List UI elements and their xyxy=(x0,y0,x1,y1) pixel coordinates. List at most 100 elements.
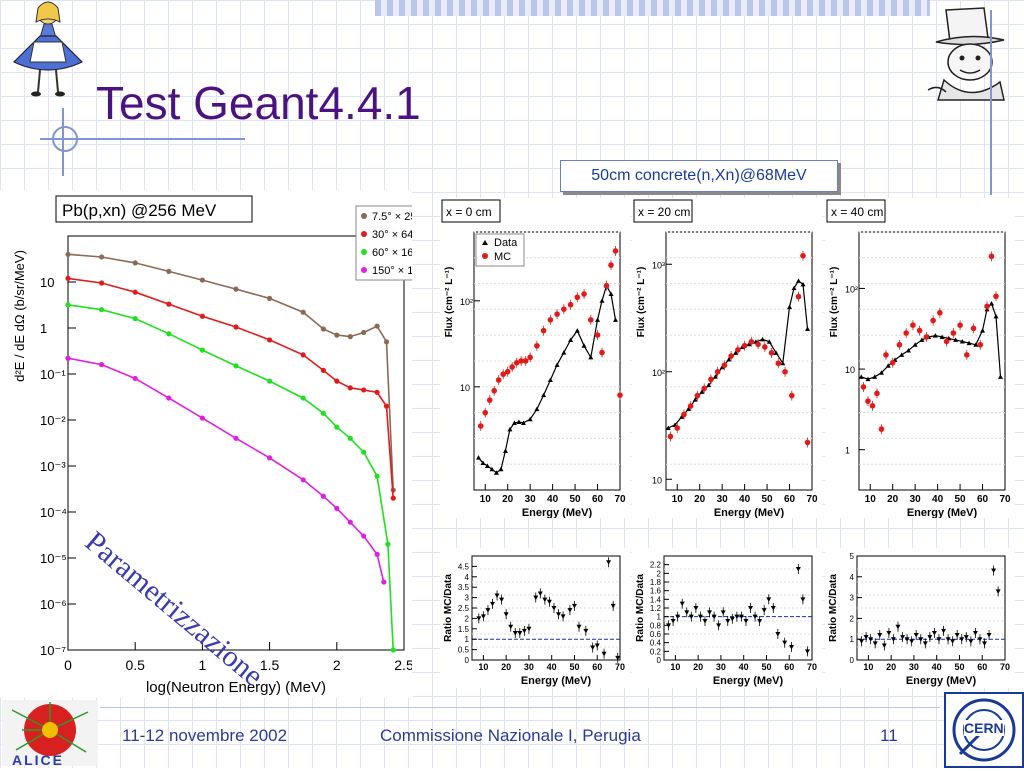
data-point xyxy=(945,637,951,642)
data-point xyxy=(480,460,486,466)
data-point xyxy=(890,637,896,642)
y-tick-label: 0 xyxy=(657,656,662,665)
data-point xyxy=(484,463,490,468)
data-point xyxy=(922,641,928,646)
data-point xyxy=(300,352,306,358)
data-point xyxy=(320,493,326,499)
data-point xyxy=(805,326,811,331)
data-point xyxy=(489,601,495,607)
data-point xyxy=(199,277,205,283)
panel-label-box: x = 40 cm xyxy=(826,199,886,223)
data-point xyxy=(688,614,694,620)
chart-title: Pb(p,xn) @256 MeV xyxy=(62,201,217,220)
data-point xyxy=(166,331,172,337)
data-point xyxy=(865,398,871,404)
data-point xyxy=(954,633,960,638)
data-point xyxy=(905,347,911,353)
data-point xyxy=(986,633,992,638)
data-point xyxy=(728,353,734,359)
footer-venue: Commissione Nazionale I, Perugia xyxy=(380,726,641,745)
data-point xyxy=(546,599,552,605)
data-point xyxy=(347,435,353,441)
series-2 xyxy=(65,302,396,653)
data-point xyxy=(755,341,761,348)
x-tick-label: 60 xyxy=(784,494,796,505)
data-point xyxy=(383,403,390,409)
data-point xyxy=(509,364,515,370)
y-tick-label: 1 xyxy=(465,635,470,644)
y-tick-label: 1.6 xyxy=(650,587,662,596)
data-point xyxy=(699,389,705,394)
data-point xyxy=(65,275,71,281)
series-0 xyxy=(476,557,621,663)
data-point xyxy=(99,307,105,313)
data-point xyxy=(547,317,554,323)
legend-entry: Data xyxy=(494,237,518,249)
data-point xyxy=(716,623,722,628)
x-axis-label: Energy (MeV) xyxy=(713,675,784,687)
footer-rule xyxy=(100,707,940,708)
data-point xyxy=(874,390,880,397)
data-point xyxy=(752,614,758,620)
data-point xyxy=(612,248,619,254)
y-tick-label: 10 xyxy=(460,383,470,393)
data-point xyxy=(972,630,978,636)
data-point xyxy=(320,410,326,416)
x-tick-label: 70 xyxy=(614,494,626,505)
chart-title-box: Pb(p,xn) @256 MeV xyxy=(55,195,253,223)
data-point xyxy=(588,317,594,323)
data-point xyxy=(489,466,495,472)
data-point xyxy=(968,639,974,644)
data-point xyxy=(919,337,925,342)
panel-label: x = 20 cm xyxy=(638,205,690,219)
data-point xyxy=(670,619,676,624)
data-point xyxy=(743,619,749,624)
x-tick-label: 70 xyxy=(806,494,818,505)
data-point xyxy=(233,286,239,292)
y-axis-label: d²E / dE dΩ (b/sr/MeV) xyxy=(12,250,27,382)
data-point xyxy=(719,364,725,370)
ratio-chart-0cm: 00.5 11.5 22.53 3.54 4.5 10 20 30 40 50 60 70 Energy… xyxy=(443,555,625,687)
ratio-panel-0cm: 0 0.5 1 1.5 2 2.5 3 3.5 4 4.5 10 20 30 40 50 60 70 Energy… xyxy=(440,548,630,688)
data-point xyxy=(782,640,788,646)
data-point xyxy=(936,637,942,642)
y-tick-label: 10² xyxy=(652,368,665,378)
data-point xyxy=(608,262,614,268)
data-point xyxy=(495,377,502,383)
data-point xyxy=(527,354,533,361)
x-tick-label: 60 xyxy=(977,494,989,505)
x-tick-label: 50 xyxy=(954,662,964,672)
data-point xyxy=(567,608,573,613)
data-point xyxy=(608,291,614,296)
y-tick-label: 10 xyxy=(652,475,662,485)
x-tick-label: 20 xyxy=(501,662,511,672)
data-point xyxy=(199,313,205,319)
y-tick-label: 10 xyxy=(40,275,54,290)
x-tick-label: 1 xyxy=(199,657,207,673)
x-tick-label: 20 xyxy=(887,494,899,505)
data-point xyxy=(581,291,587,297)
y-tick-label: 0.6 xyxy=(650,630,662,639)
legend-marker xyxy=(361,267,367,273)
data-point xyxy=(588,354,594,360)
data-point xyxy=(233,363,239,369)
x-tick-label: 2.5 xyxy=(394,657,412,673)
data-point xyxy=(390,495,396,501)
data-point xyxy=(959,637,965,642)
data-point xyxy=(681,411,687,418)
data-point xyxy=(65,302,71,308)
data-point xyxy=(959,338,965,344)
data-point xyxy=(166,395,172,401)
data-point xyxy=(982,641,988,646)
data-point xyxy=(692,397,698,402)
y-tick-label: 10⁻⁶ xyxy=(40,597,67,612)
data-point xyxy=(687,403,694,409)
data-point xyxy=(788,392,795,399)
data-point xyxy=(542,597,548,603)
data-point xyxy=(991,568,997,574)
data-point xyxy=(735,347,741,353)
alice-logo-text: ALICE xyxy=(12,752,64,768)
data-point xyxy=(800,597,806,602)
series-0 xyxy=(666,564,810,657)
data-point xyxy=(511,420,517,425)
